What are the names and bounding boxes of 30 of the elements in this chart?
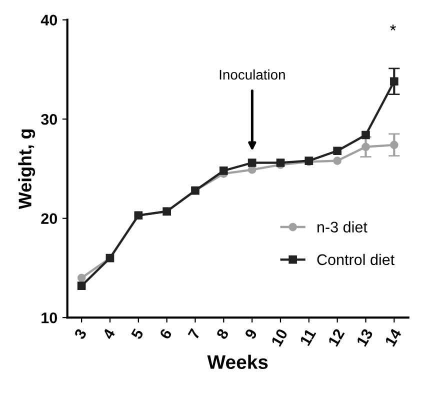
legend-label: n-3 diet: [318, 221, 368, 233]
x-tick-label: 9: [244, 328, 258, 340]
x-tick-label: 3: [74, 328, 87, 340]
annotation: Inoculation: [220, 69, 285, 80]
x-tick-label: 14: [384, 328, 402, 347]
point: [77, 282, 86, 290]
point: [333, 146, 342, 156]
y-axis-title: Weight, g: [18, 129, 36, 210]
x-tick-label: 4: [102, 328, 116, 340]
point: [362, 130, 370, 140]
x-tick-label: 5: [130, 328, 144, 340]
y-tick-label: 40: [40, 14, 58, 26]
y-tick-label: 20: [41, 213, 58, 224]
x-tick-label: 13: [356, 328, 374, 347]
x-tick-label: 10: [270, 328, 288, 347]
x-tick-label: 8: [216, 328, 230, 340]
y-tick-label: 10: [42, 312, 58, 324]
point: [333, 156, 342, 165]
x-tick-label: 6: [159, 328, 172, 340]
point: [248, 158, 256, 167]
x-axis-title: Weeks: [207, 354, 268, 369]
x-tick-label: 11: [300, 328, 316, 346]
point: [390, 77, 398, 86]
point: [77, 274, 86, 282]
y-tick-label: 30: [40, 114, 58, 125]
point: [219, 166, 228, 175]
legend-label: Control diet: [317, 254, 395, 266]
x-tick-label: 7: [188, 328, 200, 340]
x-tick-label: 12: [328, 328, 345, 347]
annotation: *: [390, 24, 396, 30]
